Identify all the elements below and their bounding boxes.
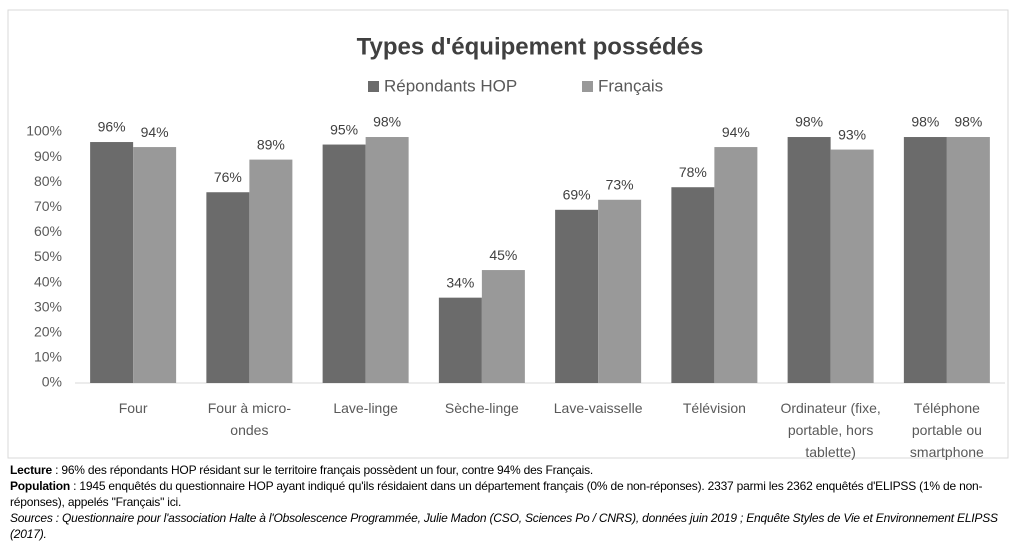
- x-tick-label: Téléphone portable ou smartphone: [909, 400, 984, 460]
- y-tick-label: 50%: [34, 248, 62, 264]
- bar: [598, 199, 642, 383]
- y-tick-label: 100%: [26, 123, 62, 139]
- bar: [903, 137, 947, 383]
- value-label: 94%: [141, 124, 169, 140]
- chart: Types d'équipement possédés Répondants H…: [7, 9, 1009, 459]
- value-label: 98%: [911, 114, 939, 130]
- x-tick-label: Four: [118, 400, 148, 416]
- note-population: Population : 1945 enquêtés du questionna…: [10, 478, 1006, 510]
- legend-swatch: [368, 81, 379, 92]
- value-label: 73%: [606, 176, 634, 192]
- note-label: Lecture: [10, 463, 52, 477]
- value-label: 89%: [257, 136, 285, 152]
- y-tick-label: 30%: [34, 298, 62, 314]
- y-tick-label: 90%: [34, 148, 62, 164]
- y-tick-label: 0%: [42, 374, 62, 390]
- note-text: : 1945 enquêtés du questionnaire HOP aya…: [10, 479, 983, 509]
- x-tick-label: Four à micro-ondes: [207, 400, 291, 438]
- note-text: : 96% des répondants HOP résidant sur le…: [51, 463, 594, 477]
- value-label: 98%: [795, 114, 823, 130]
- value-label: 93%: [838, 126, 866, 142]
- bar: [555, 209, 599, 383]
- y-tick-label: 20%: [34, 324, 62, 340]
- bar: [830, 149, 874, 383]
- value-label: 69%: [563, 187, 591, 203]
- value-label: 95%: [330, 121, 358, 137]
- value-label: 98%: [373, 114, 401, 130]
- value-label: 98%: [954, 114, 982, 130]
- y-tick-label: 80%: [34, 173, 62, 189]
- bar: [322, 144, 366, 383]
- x-tick-label: Lave-vaisselle: [553, 400, 643, 416]
- bar: [249, 159, 293, 383]
- bar: [133, 147, 177, 383]
- note-sources: Sources : Questionnaire pour l'associati…: [10, 511, 998, 541]
- bar: [481, 270, 525, 383]
- x-tick-label: Lave-linge: [333, 400, 398, 416]
- x-tick-label: Ordinateur (fixe, portable, hors tablett…: [780, 400, 881, 460]
- x-tick-label: Télévision: [682, 400, 746, 416]
- chart-title: Types d'équipement possédés: [357, 33, 704, 60]
- value-label: 76%: [214, 169, 242, 185]
- legend-swatch: [582, 81, 593, 92]
- bar: [946, 137, 990, 383]
- bar: [90, 142, 134, 383]
- y-tick-label: 40%: [34, 273, 62, 289]
- bar: [787, 137, 831, 383]
- value-label: 96%: [98, 119, 126, 135]
- legend-label: Répondants HOP: [384, 76, 517, 95]
- bar: [714, 147, 758, 383]
- chart-border: [7, 9, 1009, 459]
- x-tick-label: Sèche-linge: [444, 400, 519, 416]
- value-label: 45%: [489, 247, 517, 263]
- note-lecture: Lecture : 96% des répondants HOP résidan…: [10, 462, 1006, 478]
- bar: [438, 297, 482, 383]
- notes: Lecture : 96% des répondants HOP résidan…: [10, 462, 1006, 542]
- y-tick-label: 60%: [34, 223, 62, 239]
- legend-label: Français: [598, 76, 663, 95]
- note-label: Population: [10, 479, 70, 493]
- bar: [206, 192, 250, 383]
- value-label: 34%: [446, 274, 474, 290]
- bar: [671, 187, 715, 383]
- y-tick-label: 70%: [34, 198, 62, 214]
- value-label: 94%: [722, 124, 750, 140]
- y-tick-label: 10%: [34, 349, 62, 365]
- bar: [365, 137, 409, 383]
- value-label: 78%: [679, 164, 707, 180]
